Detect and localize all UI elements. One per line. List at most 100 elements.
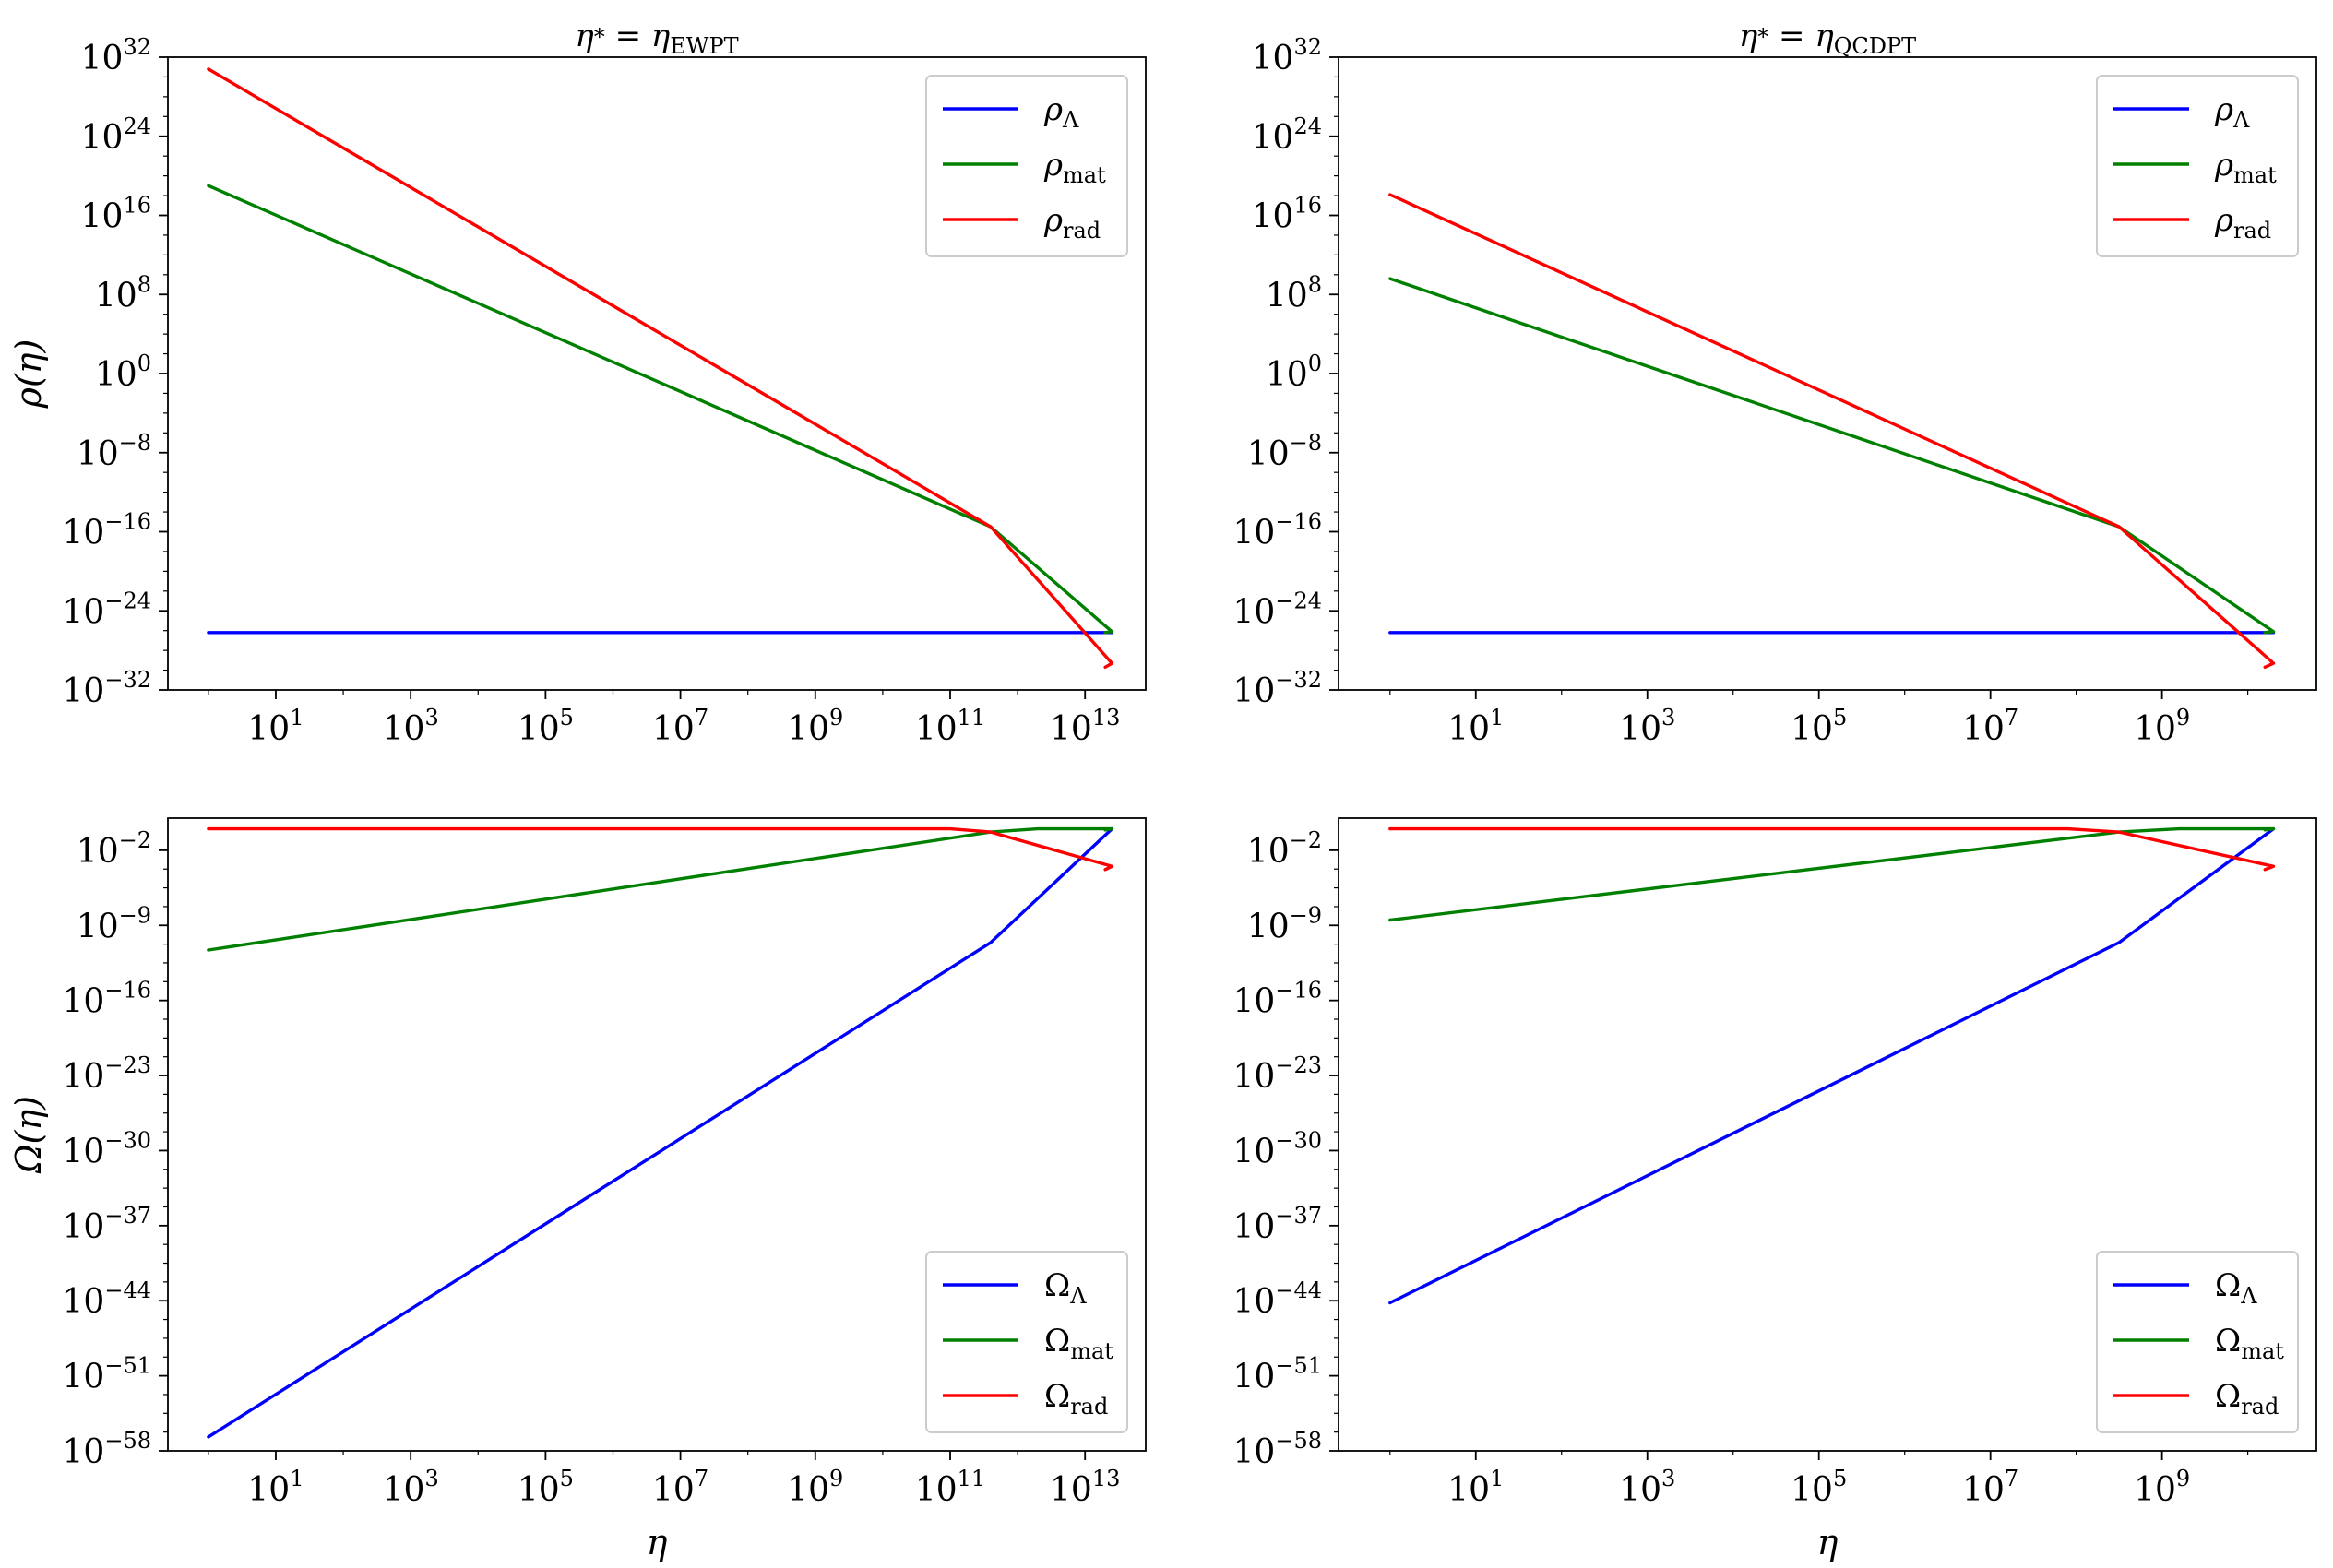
y-tick-label: 10−16	[63, 978, 151, 1021]
y-tick-label: 10−16	[63, 509, 151, 552]
x-tick-label: 109	[2134, 705, 2190, 748]
y-tick-label: 1032	[81, 34, 151, 77]
legend-box	[925, 1251, 1128, 1433]
legend: ρΛ ρmat ρrad	[2096, 75, 2299, 257]
x-tick-label: 107	[652, 1466, 708, 1509]
x-tick-label: 103	[1619, 705, 1675, 748]
x-tick-label: 101	[247, 705, 304, 748]
series-group	[207, 826, 1114, 1439]
y-tick-label: 10−30	[63, 1127, 151, 1170]
y-tick-label: 10−51	[1233, 1353, 1322, 1396]
legend-label: ρΛ	[2214, 91, 2250, 133]
y-tick-label: 10−24	[1233, 588, 1322, 631]
x-tick-label: 109	[787, 705, 843, 748]
x-tick-label: 105	[1791, 705, 1847, 748]
y-tick-label: 10−32	[63, 667, 151, 710]
y-tick-label: 1024	[81, 113, 151, 157]
panel-rho-ewpt: 1032 1024 1016 108 100 10−8 10−16 10−24 10−32 101…	[8, 18, 1147, 748]
plot-frame	[1338, 817, 2317, 1452]
y-tick-label: 10−9	[77, 902, 151, 945]
y-tick-label: 10−23	[1233, 1052, 1322, 1096]
y-tick-label: 10−16	[1233, 509, 1322, 552]
series-line-Λ	[207, 826, 1114, 1439]
plot-frame	[167, 817, 1147, 1452]
series-line-mat	[207, 184, 1114, 635]
y-tick-label: 10−16	[1233, 978, 1322, 1021]
legend-label: ρrad	[1043, 202, 1101, 244]
x-tick-label: 109	[787, 1466, 843, 1509]
y-tick-label: 10−2	[1247, 827, 1322, 871]
series-line-rad	[207, 67, 1114, 669]
legend-label: Ωmat	[1044, 1323, 1113, 1364]
panel-omega-qcdpt: 10−2 10−9 10−16 10−23 10−30 10−37 10−44 10−51 10…	[1233, 817, 2317, 1562]
series-group	[1388, 193, 2276, 669]
legend-box	[2096, 1251, 2299, 1433]
y-tick-label: 10−9	[1247, 902, 1322, 945]
legend-box	[925, 75, 1128, 257]
y-tick-label: 10−24	[63, 588, 151, 631]
x-tick-label: 107	[652, 705, 708, 748]
x-tick-label: 107	[1962, 705, 2018, 748]
series-line-mat	[207, 826, 1114, 952]
panel-title: η* = ηEWPT	[575, 18, 738, 59]
y-tick-label: 10−37	[63, 1203, 151, 1246]
x-tick-label: 105	[518, 1466, 574, 1509]
series-line-Λ	[1388, 826, 2276, 1305]
x-axis-label: η	[647, 1522, 668, 1562]
legend-label: Ωmat	[2215, 1323, 2284, 1364]
y-tick-label: 10−44	[1233, 1277, 1322, 1321]
x-tick-label: 1013	[1050, 1466, 1120, 1509]
x-axis-label: η	[1817, 1522, 1839, 1562]
x-tick-label: 101	[247, 1466, 304, 1509]
legend-label: ρmat	[1043, 147, 1106, 188]
legend-label: Ωrad	[1044, 1378, 1108, 1420]
x-tick-label: 1011	[915, 1466, 985, 1509]
y-tick-label: 1024	[1252, 113, 1322, 157]
series-line-rad	[1388, 193, 2276, 669]
x-tick-label: 103	[1619, 1466, 1675, 1509]
legend-label: ΩΛ	[1044, 1267, 1087, 1309]
y-tick-label: 1032	[1252, 34, 1322, 77]
series-group	[207, 67, 1114, 669]
x-tick-label: 103	[383, 705, 439, 748]
y-tick-label: 10−2	[77, 827, 151, 871]
y-tick-label: 10−58	[1233, 1428, 1322, 1471]
x-tick-label: 105	[1791, 1466, 1847, 1509]
y-tick-label: 10−44	[63, 1277, 151, 1321]
y-tick-label: 1016	[81, 193, 151, 236]
panel-rho-qcdpt: 1032 1024 1016 108 100 10−8 10−16 10−24 10−32 101…	[1233, 18, 2317, 748]
legend-label: ρrad	[2214, 202, 2271, 244]
x-tick-label: 1011	[915, 705, 985, 748]
x-tick-label: 1013	[1050, 705, 1120, 748]
y-tick-label: 10−8	[1247, 430, 1322, 473]
x-tick-label: 105	[518, 705, 574, 748]
y-tick-label: 10−23	[63, 1052, 151, 1096]
legend-label: Ωrad	[2215, 1378, 2279, 1420]
x-tick-label: 109	[2134, 1466, 2190, 1509]
panel-omega-ewpt: 10−2 10−9 10−16 10−23 10−30 10−37 10−44 10−51 10…	[8, 817, 1147, 1562]
legend-label: ρmat	[2214, 147, 2277, 188]
x-tick-label: 101	[1447, 705, 1504, 748]
panel-title: η* = ηQCDPT	[1739, 18, 1916, 59]
series-line-mat	[1388, 277, 2276, 635]
legend: ρΛ ρmat ρrad	[925, 75, 1128, 257]
legend-box	[2096, 75, 2299, 257]
x-tick-label: 107	[1962, 1466, 2018, 1509]
y-tick-label: 108	[95, 271, 151, 315]
series-line-rad	[207, 826, 1114, 872]
series-line-rad	[1388, 826, 2276, 872]
y-tick-label: 100	[95, 350, 151, 394]
x-tick-label: 103	[383, 1466, 439, 1509]
legend: ΩΛ Ωmat Ωrad	[925, 1251, 1128, 1433]
y-tick-label: 10−51	[63, 1353, 151, 1396]
series-line-mat	[1388, 826, 2276, 922]
y-tick-label: 108	[1266, 271, 1322, 315]
legend-label: ρΛ	[1043, 91, 1079, 133]
x-tick-label: 101	[1447, 1466, 1504, 1509]
y-tick-label: 10−37	[1233, 1203, 1322, 1246]
y-tick-label: 10−32	[1233, 667, 1322, 710]
series-group	[1388, 826, 2276, 1305]
y-axis-label: ρ(η)	[8, 339, 49, 410]
y-tick-label: 10−30	[1233, 1127, 1322, 1170]
